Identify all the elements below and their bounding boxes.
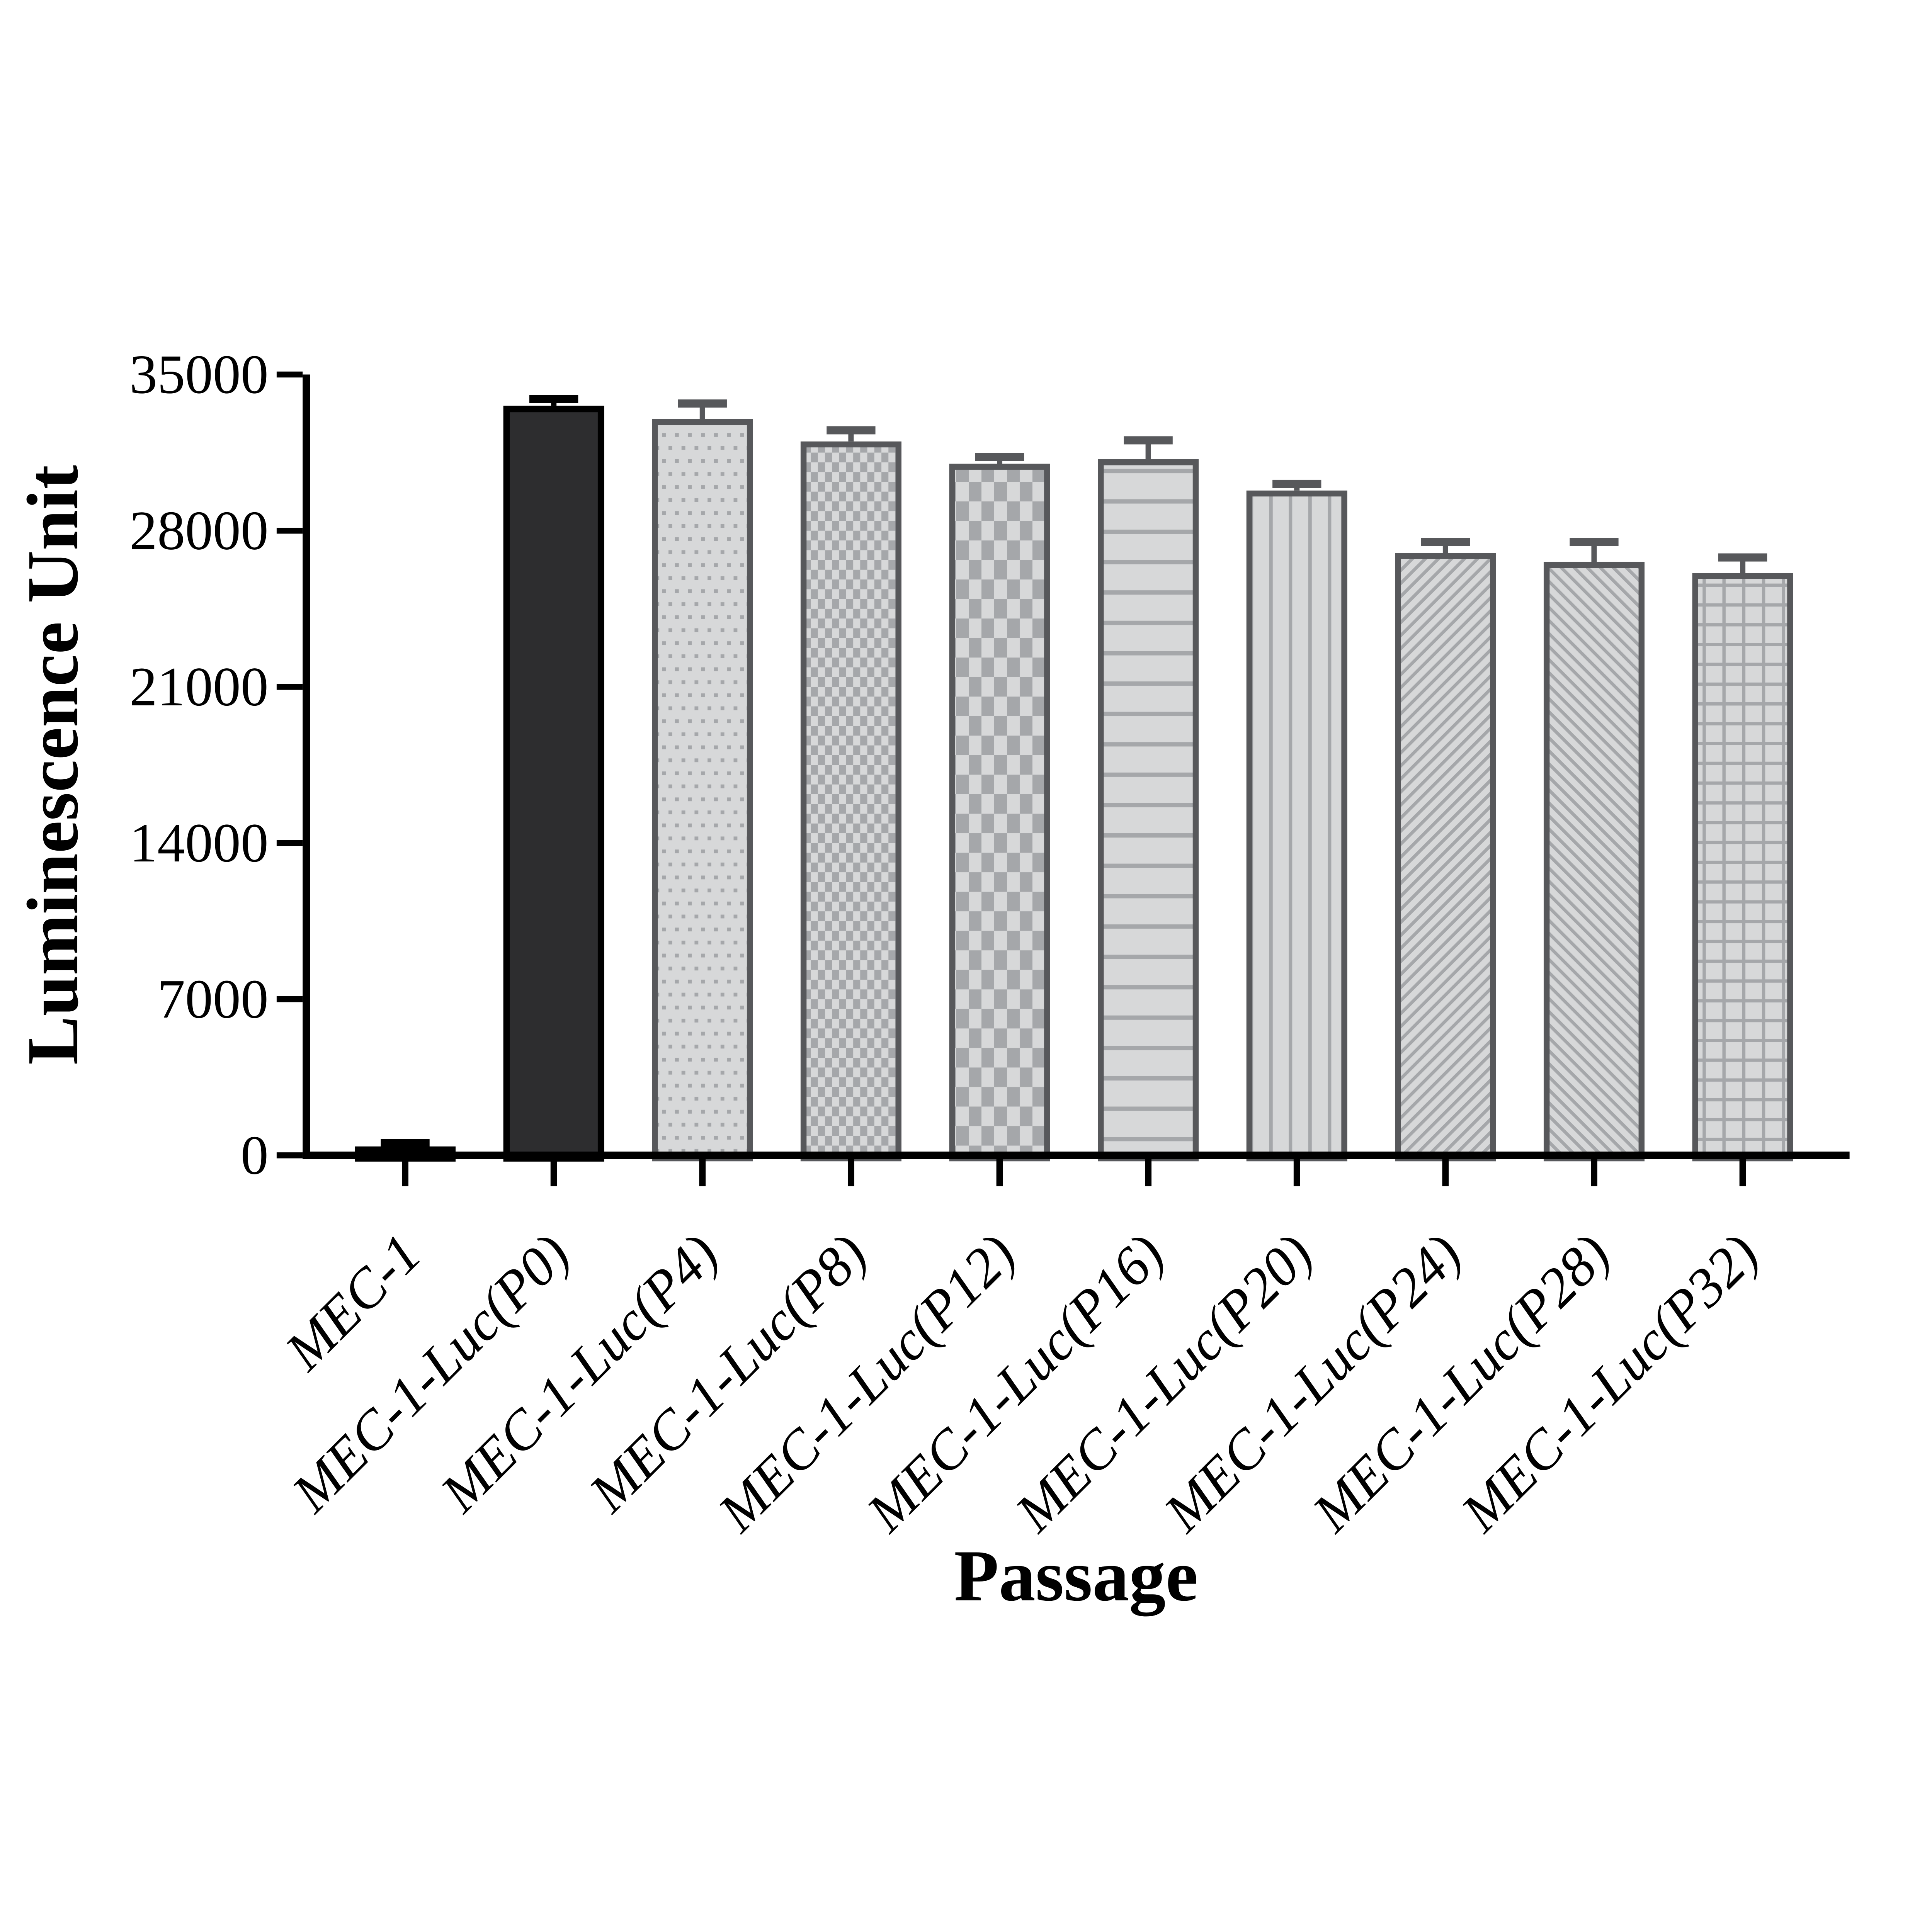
y-axis-tick — [276, 371, 303, 378]
error-bar-cap — [1718, 553, 1767, 562]
y-axis-tick — [276, 996, 303, 1002]
error-bar-cap — [1570, 538, 1619, 546]
error-bar-cap — [827, 426, 876, 435]
x-axis-tick — [847, 1159, 854, 1186]
y-tick-label: 28000 — [129, 500, 269, 561]
x-axis-tick — [996, 1159, 1003, 1186]
bar-group-MEC-1-Luc(P16) — [1098, 436, 1199, 1162]
y-tick-label: 21000 — [129, 656, 269, 718]
y-tick-label: 14000 — [129, 812, 269, 874]
error-bar-cap — [1124, 436, 1173, 445]
x-axis-tick — [1591, 1159, 1597, 1186]
error-bar-cap — [1272, 479, 1321, 488]
error-bar-cap — [529, 395, 578, 403]
error-bar-cap — [381, 1139, 430, 1147]
bar — [1246, 490, 1347, 1162]
error-bar-stem — [1591, 542, 1597, 562]
bar-group-MEC-1-Luc(P28) — [1543, 538, 1645, 1162]
error-bar-stem — [1145, 440, 1151, 459]
x-axis-tick — [1293, 1159, 1300, 1186]
bar — [800, 441, 901, 1162]
bar-group-MEC-1-Luc(P4) — [652, 399, 753, 1162]
bar — [1543, 562, 1645, 1162]
bar-group-MEC-1-Luc(P20) — [1246, 479, 1347, 1162]
y-axis-tick — [276, 684, 303, 690]
axes-group — [276, 371, 1850, 1186]
bar — [1692, 573, 1793, 1162]
x-axis-tick — [1442, 1159, 1449, 1186]
y-tick-label: 35000 — [129, 344, 269, 405]
y-axis-tick — [276, 1152, 303, 1159]
bar — [652, 419, 753, 1162]
error-bar-cap — [975, 453, 1024, 461]
x-axis-tick — [1145, 1159, 1152, 1186]
x-axis-line — [303, 1151, 1850, 1159]
bar — [1395, 553, 1496, 1162]
bar — [503, 406, 604, 1162]
error-bar-cap — [1421, 538, 1470, 546]
y-axis-tick — [276, 840, 303, 846]
bar-group-MEC-1-Luc(P24) — [1395, 538, 1496, 1162]
bar-group-MEC-1-Luc(P8) — [800, 426, 901, 1162]
y-axis-line — [303, 374, 310, 1159]
y-tick-label: 7000 — [157, 968, 269, 1030]
bars-group — [355, 395, 1793, 1162]
x-axis-tick — [402, 1159, 408, 1186]
x-axis-tick — [699, 1159, 706, 1186]
y-axis-tick — [276, 528, 303, 534]
y-axis-title: Luminescence Unit — [12, 465, 93, 1065]
bar-group-MEC-1-Luc(P32) — [1692, 553, 1793, 1162]
x-axis-tick — [1739, 1159, 1746, 1186]
y-tick-label: 0 — [241, 1125, 269, 1186]
x-axis-title: Passage — [954, 1535, 1198, 1617]
bar — [949, 464, 1050, 1162]
bar-group-MEC-1-Luc(P0) — [503, 395, 604, 1162]
x-axis-tick — [550, 1159, 557, 1186]
error-bar-cap — [678, 399, 727, 408]
bar — [1098, 459, 1199, 1162]
bar-group-MEC-1-Luc(P12) — [949, 453, 1050, 1162]
